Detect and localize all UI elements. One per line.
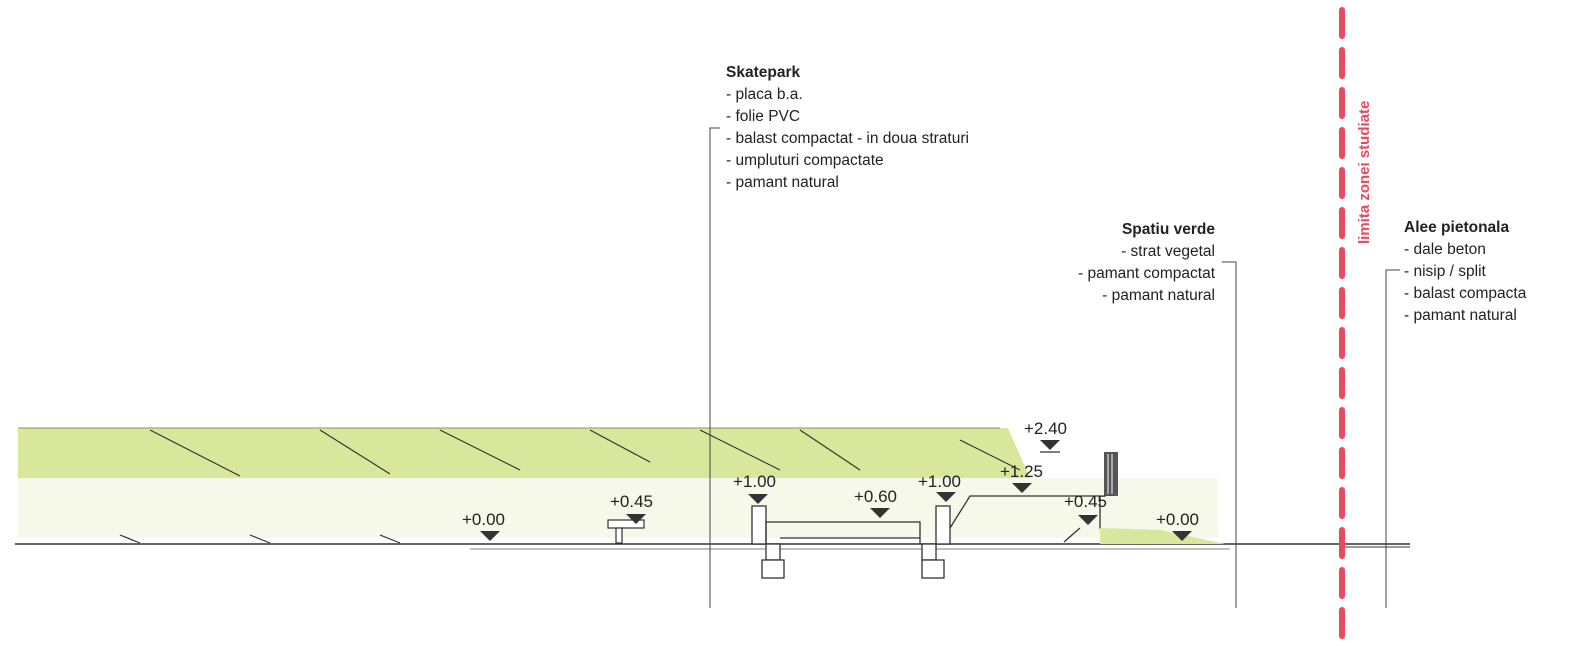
hatch-lines [119, 429, 1021, 544]
level-label: +2.40 [1024, 419, 1068, 438]
leader-skatepark [709, 127, 720, 608]
note-alee-layer: - dale beton [1404, 241, 1486, 258]
note-skatepark-layer: - umpluturi compactate [726, 152, 884, 169]
level-label: +0.45 [610, 492, 654, 511]
level-marker-4 [870, 508, 890, 518]
note-spatiu-verde-title: Spatiu verde [1121, 221, 1215, 238]
note-skatepark: Skatepark - placa b.a. - folie PVC - bal… [726, 62, 969, 194]
level-marker-3 [748, 494, 768, 504]
level-marker-9 [1172, 531, 1192, 541]
level-label: +1.00 [918, 472, 962, 491]
note-spatiu-verde-layer: - pamant compactat [1078, 265, 1215, 282]
level-marker-1 [480, 531, 500, 541]
level-marker-5 [936, 492, 956, 502]
note-alee-title: Alee pietonala [1404, 219, 1510, 236]
limit-label: limita zonei studiate [1356, 100, 1373, 244]
level-label: +0.00 [462, 510, 506, 529]
vegetation-band [18, 428, 1008, 478]
level-markers [480, 440, 1192, 541]
leader-lines [709, 127, 1400, 608]
leader-alee [1385, 269, 1400, 608]
level-label: +1.00 [733, 472, 777, 491]
note-skatepark-layer: - balast compactat - in doua straturi [726, 130, 969, 147]
tree-post [1104, 452, 1118, 496]
vegetation-band-end [990, 428, 1030, 478]
grass-slope [1100, 528, 1225, 544]
skatepark-structure [751, 505, 951, 579]
leader-spatiu-verde [1222, 261, 1237, 608]
bench [607, 519, 645, 544]
note-skatepark-layer: - placa b.a. [726, 86, 803, 103]
level-label: +0.00 [1156, 510, 1200, 529]
note-spatiu-verde: Spatiu verde - strat vegetal - pamant co… [1010, 219, 1215, 307]
note-spatiu-verde-layer: - pamant natural [1102, 287, 1215, 304]
level-label: +0.45 [1064, 492, 1108, 511]
note-alee-layer: - pamant natural [1404, 307, 1517, 324]
note-alee: Alee pietonala - dale beton - nisip / sp… [1404, 217, 1526, 327]
note-alee-layer: - nisip / split [1404, 263, 1486, 280]
note-spatiu-verde-layer: - strat vegetal [1121, 243, 1215, 260]
note-skatepark-title: Skatepark [726, 64, 801, 81]
note-skatepark-layer: - pamant natural [726, 174, 839, 191]
level-marker-6 [1012, 483, 1032, 493]
level-label: +1.25 [1000, 462, 1044, 481]
note-alee-layer: - balast compacta [1404, 285, 1527, 302]
level-marker-2 [626, 514, 646, 524]
level-marker-7 [1040, 440, 1060, 450]
note-skatepark-layer: - folie PVC [726, 108, 801, 125]
level-marker-8 [1078, 515, 1098, 525]
level-label: +0.60 [854, 487, 898, 506]
